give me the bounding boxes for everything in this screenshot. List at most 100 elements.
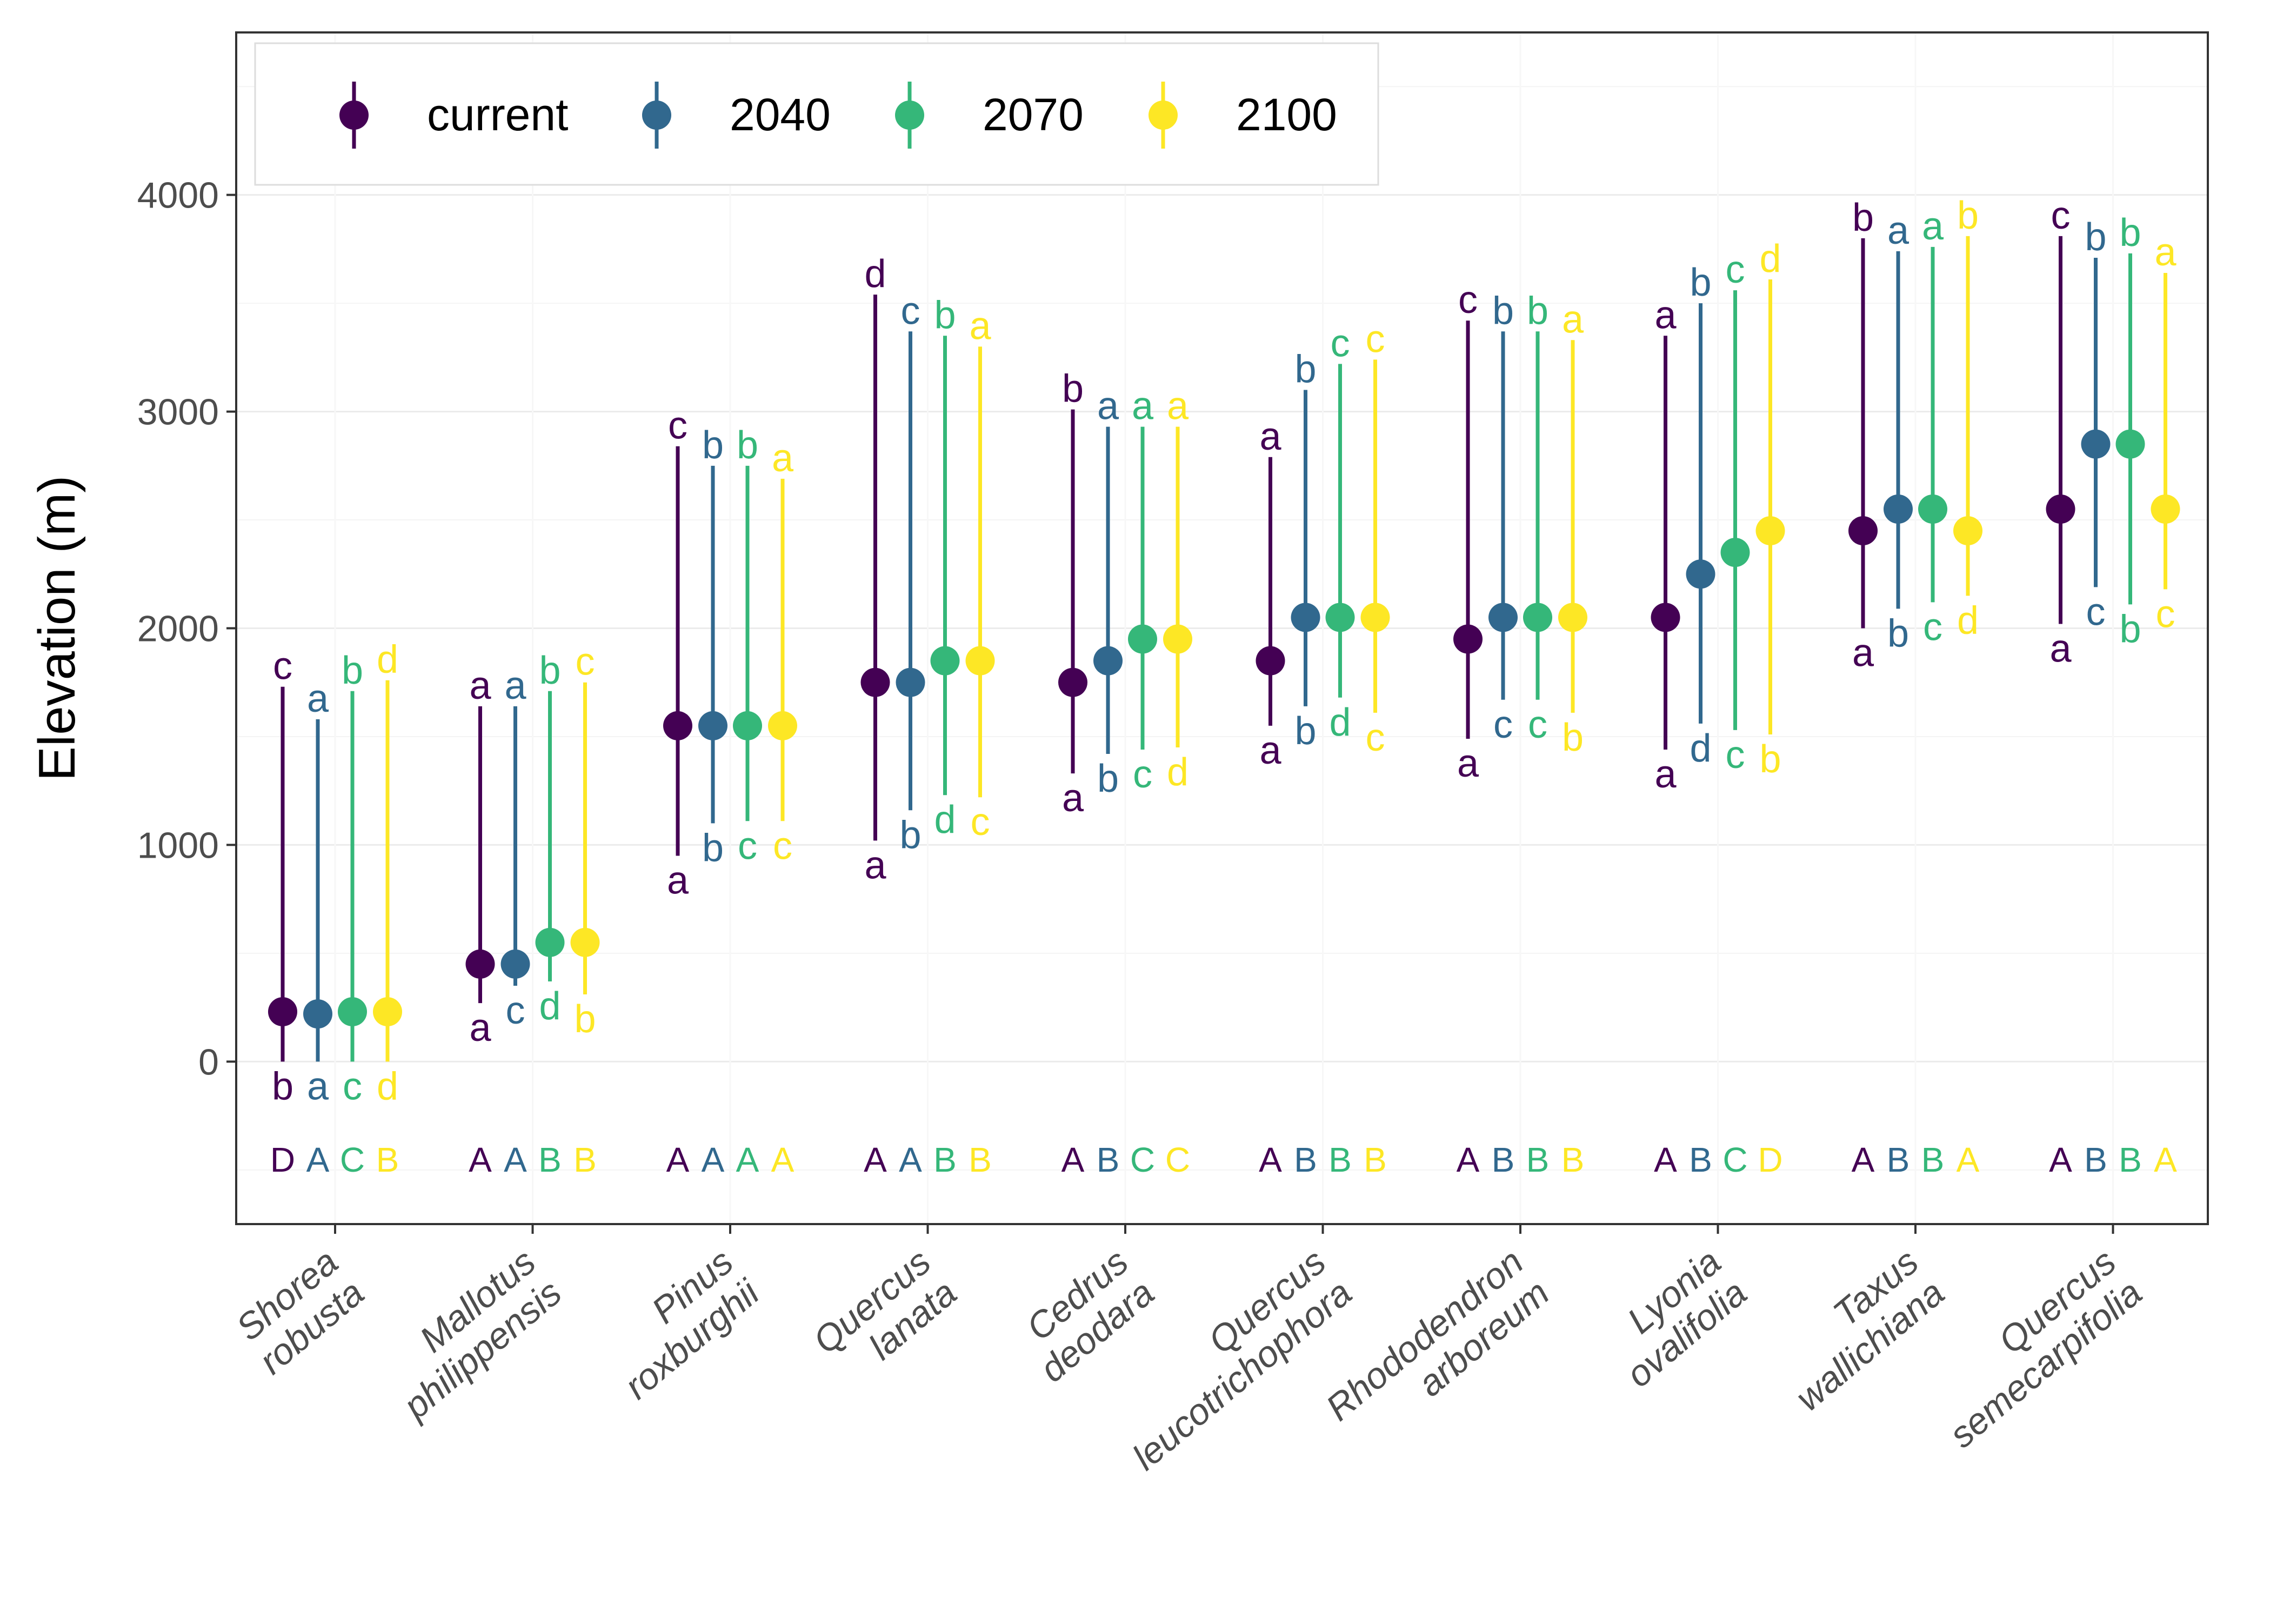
group-letter: A [504,1140,527,1179]
upper-letter: c [1331,322,1350,365]
upper-letter: b [2119,211,2141,255]
lower-letter: b [702,826,724,870]
upper-letter: a [2154,231,2176,274]
legend-label: 2100 [1236,89,1337,140]
lower-letter: c [343,1065,362,1108]
group-letter: B [2119,1140,2142,1179]
legend-label: current [427,89,568,140]
x-tick-label: Mallotusphilippensis [369,1241,570,1427]
median-point [1453,624,1483,654]
median-point [2115,429,2145,459]
lower-letter: d [1329,701,1351,744]
lower-letter: b [2119,607,2141,651]
median-point [268,997,297,1027]
y-axis-title: Elevation (m) [28,476,86,781]
median-point [2151,494,2180,524]
median-point [1953,516,1982,546]
lower-letter: c [1528,703,1547,746]
legend-key-point [339,101,369,130]
median-point [1291,603,1320,632]
gridlines [236,32,2208,1224]
group-letter: C [1130,1140,1155,1179]
lower-letter: b [272,1065,293,1108]
group-letter: B [573,1140,597,1179]
lower-letter: c [738,824,757,867]
upper-letter: b [342,649,363,692]
upper-letter: a [469,664,491,707]
legend-label: 2070 [983,89,1084,140]
median-point [1848,516,1878,546]
median-point [1884,494,1913,524]
median-point [338,997,367,1027]
upper-letter: c [2051,194,2071,237]
group-letter: A [1654,1140,1677,1179]
lower-letter: c [1493,703,1513,746]
upper-letter: a [504,664,526,707]
lower-letter: d [377,1065,398,1108]
median-point [663,711,692,740]
group-letter: B [1294,1140,1317,1179]
lower-letter: b [1294,710,1316,753]
upper-letter: a [969,304,991,347]
upper-letter: d [864,252,886,296]
lower-letter: c [2086,590,2106,633]
upper-letter: a [1259,415,1281,458]
median-point [1918,494,1947,524]
median-point [1128,624,1157,654]
lower-letter: c [1726,733,1745,777]
upper-letter: a [1097,385,1119,428]
upper-letter: b [539,649,560,692]
group-letter: D [1758,1140,1782,1179]
upper-letter: a [1922,205,1944,248]
group-letter: A [2154,1140,2177,1179]
group-letter: A [864,1140,887,1179]
upper-letter: b [1852,196,1874,239]
lower-letter: a [1654,753,1677,796]
group-letter: C [340,1140,365,1179]
upper-letter: c [901,289,920,332]
median-point [896,667,925,697]
median-point [698,711,727,740]
legend-item: 2070 [895,82,1084,149]
upper-letter: b [737,424,758,467]
median-point [1163,624,1192,654]
upper-letter: c [1726,248,1745,291]
upper-letter: b [2085,216,2106,259]
median-point [2081,429,2111,459]
group-letter: B [969,1140,992,1179]
lower-letter: a [864,844,886,887]
median-point [465,949,495,979]
upper-letter: c [273,645,292,688]
legend-item: 2040 [642,82,831,149]
upper-letter: b [702,424,724,467]
upper-letter: c [1366,317,1385,360]
legend-box [254,42,1379,186]
upper-letter: b [1527,289,1548,332]
y-tick-label: 1000 [137,825,219,866]
legend-item: 2100 [1149,82,1337,149]
upper-letter: c [1458,278,1478,322]
group-letter: C [1165,1140,1190,1179]
group-letter: B [1526,1140,1550,1179]
lower-letter: b [1887,612,1909,655]
x-axis: Shorearobusta Mallotusphilippensis Pinusro… [225,1224,2149,1478]
median-point [1651,603,1680,632]
lower-letter: d [1167,751,1189,794]
upper-letter: a [1167,385,1189,428]
lower-letter: c [773,824,792,867]
x-tick-label: Taxuswallichiana [1762,1241,1952,1419]
median-point [535,927,565,957]
x-tick-label: Shorearobusta [225,1241,372,1382]
median-point [768,711,797,740]
upper-letter: b [1957,194,1979,237]
lower-letter: a [1852,632,1874,675]
group-letter: B [1328,1140,1352,1179]
group-letter: A [306,1140,330,1179]
y-axis: 0 1000 2000 3000 4000 Elevation (m) [28,175,236,1082]
group-letter: C [1722,1140,1747,1179]
lower-letter: a [1259,729,1281,772]
median-point [303,999,332,1029]
